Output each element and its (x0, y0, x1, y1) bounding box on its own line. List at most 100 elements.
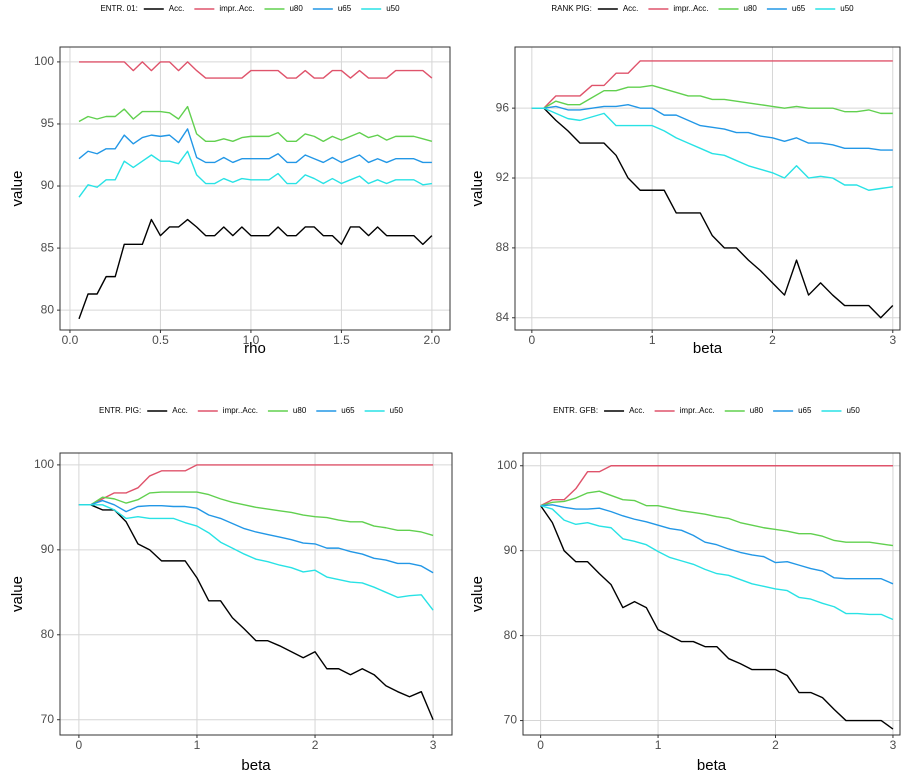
y-tick-label: 92 (496, 170, 510, 184)
x-tick-label: 0 (76, 738, 83, 752)
data-line (78, 504, 434, 611)
plot-frame (59, 452, 453, 736)
plot-background (515, 47, 900, 330)
x-tick-label: 2 (769, 333, 776, 347)
legend-label: u80 (750, 406, 764, 415)
x-tick-label: 2.0 (424, 333, 441, 347)
data-line (531, 107, 894, 319)
y-tick-label: 70 (504, 713, 518, 727)
legend-label: impr..Acc. (223, 406, 258, 415)
y-tick-label: 90 (41, 178, 55, 192)
x-tick-label: 3 (890, 738, 897, 752)
legend-label: Acc. (172, 406, 188, 415)
legend-label: Acc. (623, 4, 639, 13)
plot-frame (59, 46, 451, 331)
data-line (78, 499, 434, 574)
legend-label: u65 (798, 406, 812, 415)
data-line (78, 464, 434, 506)
plot-background (523, 453, 900, 735)
x-tick-label: 2 (772, 738, 779, 752)
data-line (540, 505, 894, 730)
x-tick-label: 0 (529, 333, 536, 347)
y-tick-label: 70 (41, 712, 55, 726)
x-axis-label: beta (697, 757, 727, 774)
data-line (78, 128, 432, 164)
x-tick-label: 3 (889, 333, 896, 347)
x-axis-label: beta (693, 340, 723, 357)
legend-label: u50 (386, 4, 400, 13)
data-line (540, 504, 894, 621)
data-line (78, 150, 432, 198)
plot-background (60, 453, 452, 735)
y-tick-label: 85 (41, 240, 55, 254)
plot-background (60, 47, 450, 330)
data-line (78, 218, 433, 320)
legend-label: u50 (840, 4, 854, 13)
y-tick-label: 88 (496, 240, 510, 254)
data-line (531, 103, 893, 151)
panel: 70 80 90 100 0 1 2 3 beta value ENTR. PIG: Acc. impr… (9, 406, 453, 774)
y-tick-label: 80 (504, 628, 518, 642)
y-axis-label: value (469, 576, 486, 612)
legend-label: impr..Acc. (219, 4, 254, 13)
legend-label: u50 (846, 406, 860, 415)
y-tick-label: 95 (41, 116, 55, 130)
plot-frame (514, 46, 901, 331)
y-tick-label: 84 (496, 310, 510, 324)
legend-label: u80 (289, 4, 303, 13)
x-tick-label: 0.0 (62, 333, 79, 347)
data-line (540, 490, 894, 547)
y-axis-label: value (9, 576, 26, 612)
data-line (531, 60, 893, 109)
data-line (79, 61, 433, 79)
legend-label: u80 (744, 4, 758, 13)
y-axis-label: value (469, 171, 486, 207)
y-tick-label: 100 (34, 457, 54, 471)
x-tick-label: 1 (194, 738, 201, 752)
legend-label: u50 (390, 406, 404, 415)
y-tick-label: 96 (496, 100, 510, 114)
panel: 84 88 92 96 0 1 2 3 beta value RANK PIG: Acc. impr..… (469, 4, 901, 357)
data-line (540, 465, 893, 507)
data-line (78, 504, 434, 720)
data-line (540, 504, 894, 585)
legend-title: RANK PIG: (551, 4, 591, 13)
data-line (531, 107, 893, 191)
y-tick-label: 80 (41, 302, 55, 316)
legend: ENTR. PIG: Acc. impr..Acc. u80 u65 u50 (99, 406, 404, 415)
panel: 80 85 90 95 100 0.0 0.5 1.0 1.5 2.0 rho value ENTR. … (9, 4, 451, 357)
legend: ENTR. GFB: Acc. impr..Acc. u80 u65 u50 (553, 406, 860, 415)
panel: 70 80 90 100 0 1 2 3 beta value ENTR. GFB: Acc. impr… (469, 406, 901, 774)
legend-label: u65 (792, 4, 806, 13)
legend-label: impr..Acc. (673, 4, 708, 13)
legend-label: u80 (293, 406, 307, 415)
y-tick-label: 80 (41, 627, 55, 641)
x-tick-label: 1.0 (243, 333, 260, 347)
plot-frame (522, 452, 901, 736)
data-line (78, 491, 434, 537)
y-tick-label: 100 (497, 458, 517, 472)
data-line (531, 84, 893, 115)
x-tick-label: 1.5 (333, 333, 350, 347)
x-tick-label: 3 (430, 738, 437, 752)
legend: RANK PIG: Acc. impr..Acc. u80 u65 u50 (551, 4, 854, 13)
data-line (78, 105, 433, 143)
legend-label: impr..Acc. (680, 406, 715, 415)
legend-label: Acc. (169, 4, 185, 13)
legend-title: ENTR. 01: (100, 4, 137, 13)
legend: ENTR. 01: Acc. impr..Acc. u80 u65 u50 (100, 4, 400, 13)
legend-label: Acc. (629, 406, 645, 415)
x-axis-label: rho (244, 340, 266, 357)
y-tick-label: 90 (504, 543, 518, 557)
legend-label: u65 (338, 4, 352, 13)
x-tick-label: 1 (649, 333, 656, 347)
x-tick-label: 2 (312, 738, 319, 752)
y-axis-label: value (9, 171, 26, 207)
x-tick-label: 1 (655, 738, 662, 752)
y-tick-label: 90 (41, 542, 55, 556)
y-tick-label: 100 (34, 54, 54, 68)
x-axis-label: beta (241, 757, 271, 774)
x-tick-label: 0 (537, 738, 544, 752)
x-tick-label: 0.5 (152, 333, 169, 347)
